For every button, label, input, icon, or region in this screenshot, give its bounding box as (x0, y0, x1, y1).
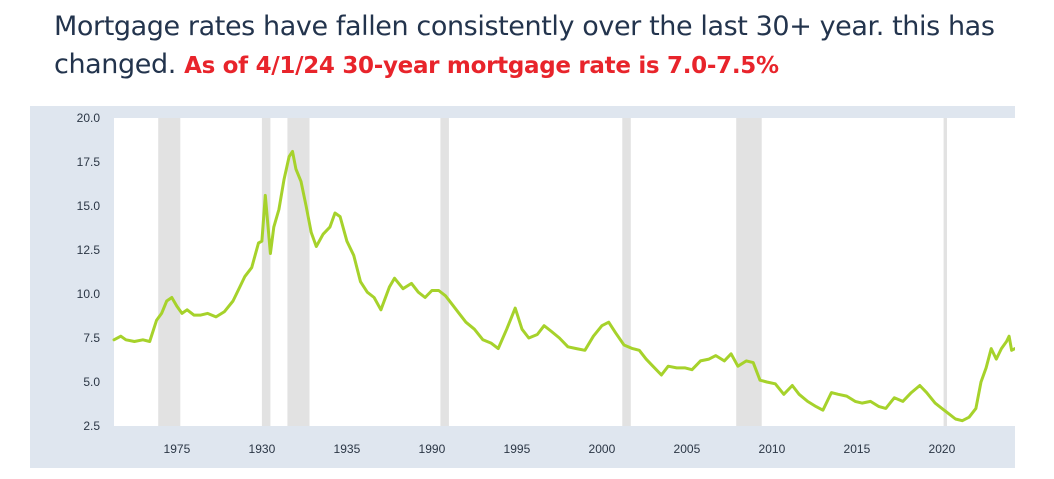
x-tick-label: 2020 (929, 442, 956, 456)
y-tick-label: 20.0 (77, 111, 101, 125)
x-tick-label: 2010 (759, 442, 786, 456)
x-tick-label: 1990 (419, 442, 446, 456)
y-tick-label: 10.0 (77, 287, 101, 301)
headline-main: Mortgage rates have fallen consistently … (54, 11, 995, 80)
y-tick-label: 12.5 (77, 243, 101, 257)
chart-panel: 20.0 17.5 15.0 12.5 10.0 7.5 5.0 2.5 1975 1930 19… (30, 106, 1015, 468)
recession-band-4 (440, 118, 449, 426)
y-tick-label: 2.5 (83, 419, 100, 433)
series-group (112, 149, 1015, 423)
x-axis: 1975 1930 1935 1990 1995 2000 2005 2010 2015 2020 (164, 442, 956, 456)
recession-bands (158, 118, 947, 426)
mortgage-rate-chart: 20.017.515.012.510.07.55.02.5 1975 1930 19… (77, 111, 1015, 456)
y-tick-label: 15.0 (77, 199, 101, 213)
x-tick-label: 1935 (334, 442, 361, 456)
recession-band-6 (736, 118, 762, 426)
recession-band-1 (158, 118, 181, 426)
x-tick-label: 1975 (164, 442, 191, 456)
recession-band-5 (622, 118, 631, 426)
recession-band-3 (287, 118, 310, 426)
recession-band-7 (943, 118, 947, 426)
y-tick-label: 17.5 (77, 155, 101, 169)
x-tick-label: 2005 (674, 442, 701, 456)
x-tick-label: 1995 (504, 442, 531, 456)
y-tick-label: 5.0 (83, 375, 100, 389)
y-tick-label: 7.5 (83, 331, 100, 345)
headline-highlight: As of 4/1/24 30-year mortgage rate is 7.… (184, 53, 779, 79)
x-tick-label: 2000 (589, 442, 616, 456)
x-tick-label: 2015 (844, 442, 871, 456)
mortgage-rate-line (112, 149, 1015, 423)
y-axis: 20.0 17.5 15.0 12.5 10.0 7.5 5.0 2.5 (77, 111, 101, 433)
x-tick-label: 1930 (249, 442, 276, 456)
chart-headline: Mortgage rates have fallen consistently … (54, 8, 1044, 85)
recession-band-2 (261, 118, 271, 426)
